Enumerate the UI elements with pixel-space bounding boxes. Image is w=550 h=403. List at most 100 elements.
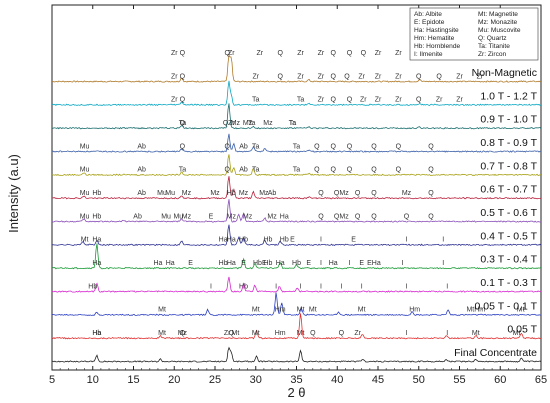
legend-entry: Hb: Hornblende [414, 43, 461, 50]
peak-label: Ta [297, 97, 305, 104]
peak-label: Mt [309, 307, 317, 314]
trace-line [51, 346, 542, 363]
peak-label: Mz [231, 120, 241, 127]
peak-label: Q [396, 167, 402, 174]
peak-label: Zr [456, 97, 463, 104]
peak-label: Zr [297, 73, 304, 80]
trace-line [51, 313, 542, 340]
legend-entry: Hm: Hematite [414, 35, 455, 42]
peak-label: Hb [239, 237, 248, 244]
peak-label: I [320, 237, 322, 244]
peak-label: Q [344, 73, 350, 80]
peak-label: Q [347, 50, 353, 57]
peak-label: Q [416, 73, 422, 80]
peak-label: Mt [81, 237, 89, 244]
x-tick-label: 30 [250, 374, 262, 386]
peak-label: I [401, 260, 403, 267]
peak-label: Hb [227, 190, 236, 197]
peak-label: E [209, 213, 214, 220]
peak-label: Hm [275, 330, 286, 337]
legend-entry: Mt: Magnetite [478, 11, 518, 18]
peak-label: Hb [92, 330, 101, 337]
peak-label: Q [371, 190, 377, 197]
trace-line [51, 176, 542, 200]
peak-label: Ab [137, 167, 146, 174]
peak-label: Zr [375, 97, 382, 104]
peak-label: Ta [248, 120, 256, 127]
peak-label: Q [355, 213, 361, 220]
peak-label: Q [428, 143, 434, 150]
series-label: 1.0 T - 1.2 T [480, 90, 537, 102]
peak-label: Ta [293, 143, 301, 150]
peak-label: Q [371, 143, 377, 150]
legend-entry: Mu: Muscovite [478, 27, 521, 34]
peak-label: Q [330, 73, 336, 80]
peak-label: Q [277, 73, 283, 80]
series-labels: Non-Magnetic 1.0 T - 1.2 T 0.9 T - 1.0 T 0.… [454, 67, 537, 359]
peak-label: Zr [360, 97, 367, 104]
peak-label: Mt [252, 307, 260, 314]
peak-label: Q [314, 143, 320, 150]
peak-label: I [348, 260, 350, 267]
legend-entry: Ta: Titanite [478, 43, 510, 50]
peak-label: MtHm [466, 307, 485, 314]
legend-entry: Ab: Albite [414, 11, 442, 18]
peak-label: Zr [171, 97, 178, 104]
peak-label: Mz [263, 120, 273, 127]
peak-label: Q [180, 73, 186, 80]
peak-label: Zr [252, 73, 259, 80]
peak-label: Q [428, 190, 434, 197]
trace-line [51, 243, 542, 270]
series-label: 0.5 T - 0.6 T [480, 207, 537, 219]
peak-label: I [210, 283, 212, 290]
trace-line [51, 103, 542, 130]
peak-label: Ha [227, 260, 236, 267]
peak-label: Q [339, 330, 345, 337]
trace-line [51, 276, 542, 293]
peak-label: Mt [231, 330, 239, 337]
peak-label: Ha [92, 237, 101, 244]
peak-label: Hm [275, 307, 286, 314]
peak-label: Mu [161, 213, 171, 220]
peak-label: Q [224, 50, 230, 57]
peak-label: I [406, 330, 408, 337]
x-tick-label: 20 [168, 374, 180, 386]
peak-label: Ta [289, 120, 297, 127]
peak-label: Zr [395, 97, 402, 104]
peak-label: Mu [173, 213, 183, 220]
peak-label: EHa [367, 260, 381, 267]
x-tick-label: 45 [372, 374, 384, 386]
peak-label: QMz [334, 213, 349, 220]
peak-label: Q [314, 167, 320, 174]
peak-label: Ha [329, 260, 338, 267]
peak-label: Hm [409, 307, 420, 314]
series-label: 0.7 T - 0.8 T [480, 160, 537, 172]
peak-label: I [406, 237, 408, 244]
legend-entry: E: Epidote [414, 19, 445, 26]
peak-label: Q [223, 120, 229, 127]
peak-label: E [241, 260, 246, 267]
peak-label: Zr [375, 50, 382, 57]
peak-label: Hb [263, 237, 272, 244]
peak-label: Hb [92, 213, 101, 220]
x-tick-label: 25 [209, 374, 221, 386]
series-label: 0.1 T - 0.3 T [480, 277, 537, 289]
peak-label: I [446, 283, 448, 290]
peak-label: I [446, 330, 448, 337]
peak-label: I [320, 283, 322, 290]
peak-label: Q [224, 167, 230, 174]
x-tick-label: 40 [331, 374, 343, 386]
trace-line [51, 154, 542, 176]
peak-label: Zr [354, 330, 361, 337]
peak-label: Mz [402, 190, 412, 197]
peak-label: Zr [224, 330, 231, 337]
peak-label: Zr [358, 73, 365, 80]
peak-label: Mu [80, 167, 90, 174]
peak-label: Ha [227, 237, 236, 244]
x-tick-label: 65 [535, 374, 547, 386]
peak-label: Hb [263, 260, 272, 267]
peak-label: Zr [257, 50, 264, 57]
peak-label: Ha [219, 237, 228, 244]
x-axis-title: 2 θ [287, 385, 305, 400]
